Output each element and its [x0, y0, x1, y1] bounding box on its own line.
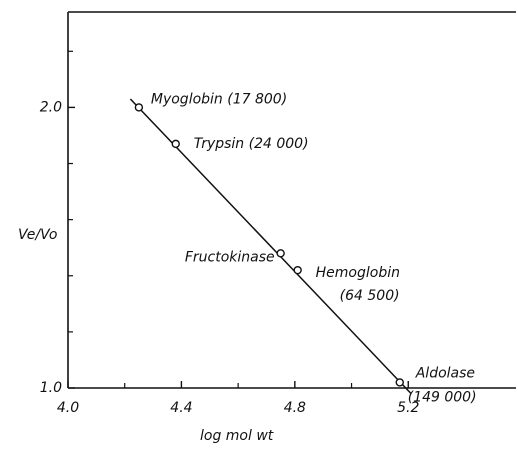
x-tick-label: 4.4: [170, 400, 192, 416]
point-label: Trypsin (24 000): [194, 136, 309, 152]
fit-line: [129, 98, 412, 395]
data-point: [276, 249, 285, 258]
point-label: Aldolase: [415, 365, 475, 381]
y-tick-label: 1.0: [40, 380, 62, 396]
point-label: Fructokinase: [185, 249, 275, 265]
point-label: (64 500): [340, 288, 400, 304]
x-axis-label: log mol wt: [200, 428, 274, 444]
point-label: Hemoglobin: [316, 265, 400, 281]
data-point: [134, 103, 144, 112]
y-tick-label: 2.0: [40, 99, 62, 115]
point-label: Myoglobin (17 800): [151, 91, 287, 107]
data-point: [171, 139, 180, 149]
y-axis-label: Ve/Vo: [18, 227, 57, 243]
x-tick-label: 4.0: [57, 400, 79, 416]
x-tick-label: 5.2: [397, 400, 419, 416]
x-tick-label: 4.8: [284, 400, 306, 416]
point-label: (149 000): [408, 389, 477, 405]
data-point: [293, 265, 302, 275]
data-point: [395, 378, 404, 387]
